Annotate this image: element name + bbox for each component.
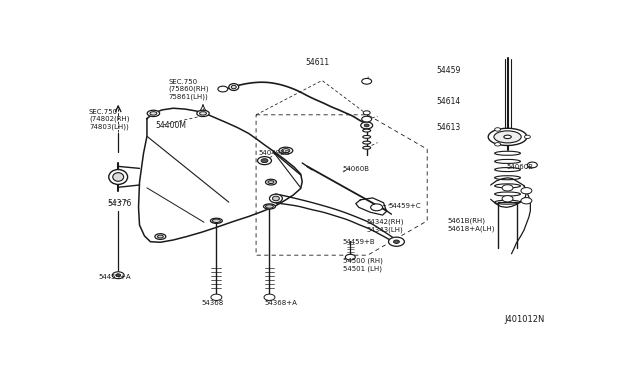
Circle shape xyxy=(261,158,268,163)
Circle shape xyxy=(364,124,369,127)
Circle shape xyxy=(364,111,370,115)
Ellipse shape xyxy=(155,234,166,240)
Ellipse shape xyxy=(504,135,511,139)
Ellipse shape xyxy=(266,179,276,185)
Ellipse shape xyxy=(363,135,371,138)
Circle shape xyxy=(495,128,500,131)
Circle shape xyxy=(257,157,271,165)
Circle shape xyxy=(112,272,124,279)
Text: 54060B: 54060B xyxy=(343,166,370,172)
Circle shape xyxy=(264,294,275,301)
Circle shape xyxy=(362,116,372,122)
Ellipse shape xyxy=(109,170,127,185)
Text: 54342(RH)
54343(LH): 54342(RH) 54343(LH) xyxy=(367,219,404,232)
Ellipse shape xyxy=(273,196,280,201)
Circle shape xyxy=(346,254,355,260)
Text: 54459+B: 54459+B xyxy=(343,239,376,245)
Text: 54060B: 54060B xyxy=(507,164,534,170)
Circle shape xyxy=(388,237,404,246)
Ellipse shape xyxy=(200,112,207,115)
Ellipse shape xyxy=(363,146,371,149)
Text: 54614: 54614 xyxy=(436,97,460,106)
Text: SEC.750
(75860(RH)
75861(LH)): SEC.750 (75860(RH) 75861(LH)) xyxy=(168,78,209,100)
Ellipse shape xyxy=(363,129,371,132)
Circle shape xyxy=(361,122,372,129)
Ellipse shape xyxy=(231,85,236,89)
Text: 54500 (RH)
54501 (LH): 54500 (RH) 54501 (LH) xyxy=(343,258,383,272)
Ellipse shape xyxy=(266,205,273,208)
Ellipse shape xyxy=(494,131,521,143)
Circle shape xyxy=(371,204,383,211)
Text: 54368+A: 54368+A xyxy=(264,300,298,306)
Circle shape xyxy=(521,187,532,194)
Circle shape xyxy=(394,240,399,243)
Text: 54459: 54459 xyxy=(436,66,461,75)
Text: 54368: 54368 xyxy=(202,300,224,306)
Circle shape xyxy=(116,274,121,277)
Ellipse shape xyxy=(363,141,371,144)
Text: 54613: 54613 xyxy=(436,123,460,132)
Circle shape xyxy=(211,294,222,301)
Ellipse shape xyxy=(264,204,275,209)
Ellipse shape xyxy=(147,110,159,116)
Ellipse shape xyxy=(113,173,124,181)
Circle shape xyxy=(521,198,532,204)
Ellipse shape xyxy=(212,219,220,222)
Text: 5461B(RH)
54618+A(LH): 5461B(RH) 54618+A(LH) xyxy=(447,218,495,231)
Circle shape xyxy=(524,135,531,139)
Text: 54376: 54376 xyxy=(108,199,132,208)
Ellipse shape xyxy=(269,194,282,203)
Text: 54611: 54611 xyxy=(306,58,330,67)
Ellipse shape xyxy=(488,128,527,145)
Text: 54400M: 54400M xyxy=(156,121,186,130)
Ellipse shape xyxy=(279,147,292,154)
Circle shape xyxy=(502,185,513,191)
Ellipse shape xyxy=(268,181,274,183)
Ellipse shape xyxy=(211,218,222,223)
Ellipse shape xyxy=(197,110,209,116)
Text: 54459+A: 54459+A xyxy=(99,274,131,280)
Circle shape xyxy=(527,162,538,168)
Circle shape xyxy=(218,86,228,92)
Text: 54459+C: 54459+C xyxy=(388,203,421,209)
Ellipse shape xyxy=(228,84,239,90)
Circle shape xyxy=(495,142,500,146)
Ellipse shape xyxy=(150,112,157,115)
Circle shape xyxy=(362,78,372,84)
Text: J401012N: J401012N xyxy=(504,315,545,324)
Ellipse shape xyxy=(157,235,163,238)
Circle shape xyxy=(502,196,513,202)
Text: 54049BB: 54049BB xyxy=(259,151,290,157)
Ellipse shape xyxy=(282,149,290,153)
Text: SEC.750
(74802(RH)
74803(LH)): SEC.750 (74802(RH) 74803(LH)) xyxy=(89,109,129,129)
